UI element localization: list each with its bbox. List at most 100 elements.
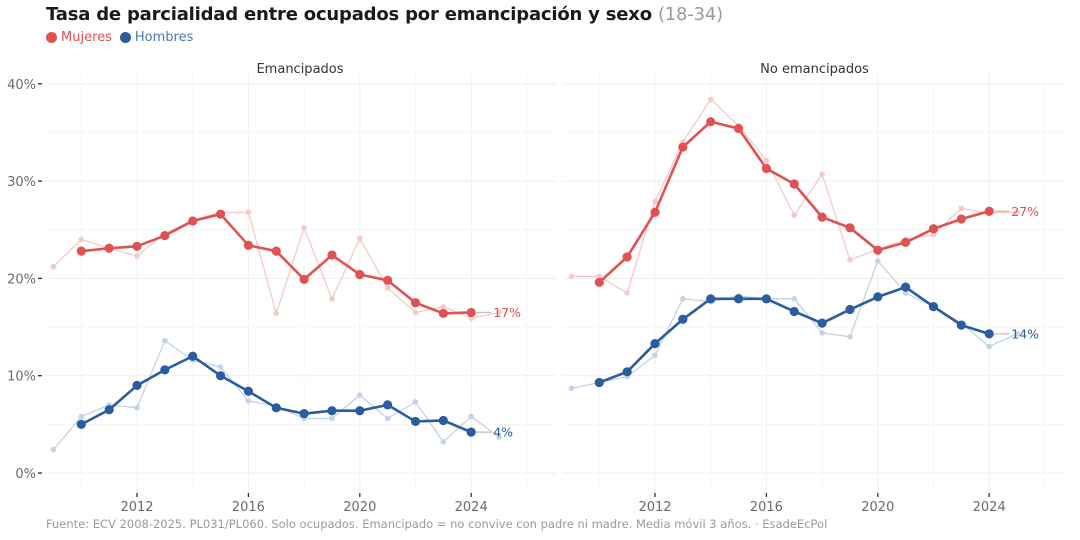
legend-label-mujeres: Mujeres (61, 30, 112, 45)
legend-marker-hombres (119, 32, 131, 43)
raw-line-hombres (571, 259, 1018, 389)
raw-point-mujeres (273, 310, 280, 317)
smoothed-point-mujeres (678, 142, 688, 152)
smoothed-point-hombres (299, 409, 309, 419)
raw-line-mujeres (571, 98, 1018, 294)
smoothed-line-mujeres (598, 120, 990, 284)
smoothed-point-mujeres (984, 206, 994, 216)
raw-point-hombres (902, 290, 909, 296)
smoothed-point-mujeres (901, 237, 911, 247)
raw-point-mujeres (301, 225, 307, 231)
raw-point-hombres (245, 398, 252, 404)
raw-point-hombres (162, 337, 168, 344)
smoothed-point-hombres (104, 405, 114, 415)
raw-point-hombres (568, 385, 575, 392)
raw-point-mujeres (624, 290, 630, 296)
raw-point-mujeres (412, 309, 419, 316)
smoothed-point-mujeres (650, 207, 660, 217)
facet-title: Emancipados (256, 62, 343, 77)
end-label-mujeres: 17% (493, 305, 521, 320)
x-tick-label: 2016 (750, 500, 783, 515)
raw-point-mujeres (134, 253, 140, 259)
panel-emancipados: Emancipados 2012 2016 2020 2024 0% 10% 20% 30% 40… (7, 62, 556, 515)
smoothed-point-mujeres (355, 269, 365, 280)
y-tick-label: 30% (7, 175, 36, 190)
raw-point-mujeres (496, 309, 502, 316)
chart-title-age-range: (18-34) (657, 4, 723, 25)
x-tick-label: 2020 (861, 500, 894, 515)
smoothed-point-hombres (271, 403, 281, 413)
raw-point-mujeres (652, 198, 658, 205)
smoothed-point-mujeres (733, 123, 744, 134)
smoothed-point-hombres (650, 338, 660, 349)
smoothed-point-hombres (706, 294, 716, 304)
raw-point-hombres (791, 296, 798, 302)
raw-point-hombres (819, 330, 825, 336)
raw-point-mujeres (78, 236, 85, 243)
raw-point-hombres (357, 392, 363, 398)
smoothed-point-hombres (188, 351, 198, 361)
smoothed-point-hombres (678, 314, 688, 324)
end-label-hombres: 4% (493, 425, 513, 440)
smoothed-point-mujeres (466, 307, 476, 318)
raw-point-mujeres (245, 209, 252, 216)
smoothed-point-mujeres (410, 298, 421, 308)
smoothed-point-hombres (327, 406, 337, 416)
raw-point-hombres (384, 415, 391, 422)
smoothed-point-hombres (733, 294, 744, 304)
smoothed-point-mujeres (299, 274, 309, 284)
raw-point-mujeres (763, 157, 770, 164)
raw-point-mujeres (791, 212, 798, 218)
smoothed-point-hombres (410, 416, 421, 427)
chart-title-main: Tasa de parcialidad entre ocupados por e… (46, 4, 652, 25)
smoothed-point-mujeres (76, 246, 86, 256)
raw-point-hombres (652, 352, 658, 359)
smoothed-point-hombres (243, 386, 253, 396)
raw-point-mujeres (1014, 209, 1020, 216)
raw-point-hombres (50, 446, 57, 453)
smoothed-point-mujeres (188, 216, 198, 226)
smoothed-point-hombres (215, 371, 226, 381)
smoothed-point-mujeres (271, 246, 281, 256)
smoothed-point-hombres (383, 400, 393, 410)
smoothed-point-hombres (622, 367, 632, 377)
smoothed-point-mujeres (104, 243, 114, 253)
raw-point-hombres (134, 405, 140, 411)
raw-point-mujeres (819, 171, 825, 178)
raw-point-mujeres (847, 257, 853, 263)
smoothed-point-hombres (132, 380, 142, 391)
smoothed-line-mujeres (81, 212, 472, 315)
smoothed-point-hombres (76, 419, 86, 429)
legend: Mujeres Hombres (46, 30, 201, 45)
x-tick-label: 2020 (343, 500, 376, 515)
smoothed-point-hombres (594, 377, 604, 388)
smoothed-point-mujeres (873, 245, 883, 255)
raw-point-hombres (440, 439, 447, 445)
smoothed-point-mujeres (160, 230, 170, 241)
smoothed-point-mujeres (817, 212, 827, 222)
raw-line-hombres (52, 339, 500, 451)
raw-point-mujeres (384, 285, 391, 291)
series-mujeres: 27% (568, 96, 1039, 296)
smoothed-point-mujeres (383, 275, 393, 285)
raw-line-mujeres (52, 211, 500, 319)
y-tick-label: 0% (15, 467, 36, 482)
smoothed-point-mujeres (594, 277, 604, 287)
source-caption: Fuente: ECV 2008-2025. PL031/PL060. Solo… (46, 517, 828, 531)
x-tick-label: 2016 (232, 500, 265, 515)
panel-no-emancipados: No emancipados 2012 2016 2020 2024 27% 14% (563, 62, 1066, 515)
smoothed-point-hombres (984, 329, 994, 339)
raw-point-mujeres (440, 303, 447, 310)
smoothed-point-mujeres (845, 223, 855, 233)
raw-point-hombres (329, 415, 335, 422)
smoothed-point-hombres (466, 427, 476, 437)
smoothed-point-hombres (160, 365, 170, 375)
smoothed-point-mujeres (928, 224, 939, 234)
smoothed-point-hombres (817, 318, 827, 328)
raw-point-mujeres (568, 273, 575, 280)
smoothed-point-mujeres (327, 250, 337, 260)
raw-point-hombres (986, 343, 992, 350)
smoothed-point-mujeres (706, 117, 716, 127)
y-tick-label: 40% (7, 78, 36, 93)
raw-point-hombres (78, 413, 85, 420)
